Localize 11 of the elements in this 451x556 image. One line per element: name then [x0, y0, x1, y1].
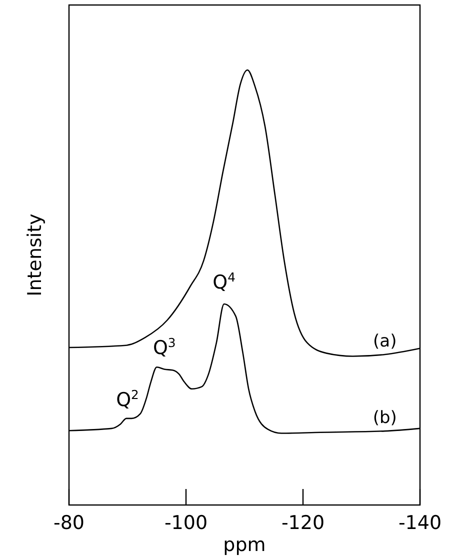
x-axis-title: ppm — [223, 534, 266, 556]
annotation: Q$^{4}$ — [212, 270, 236, 294]
x-tick-label: -140 — [398, 512, 442, 534]
annotation: Q$^{2}$ — [116, 388, 139, 411]
annotation: Q$^{3}$ — [152, 336, 176, 359]
y-axis-title: Intensity — [24, 214, 46, 296]
x-tick-label: -120 — [281, 512, 325, 534]
series-label: (b) — [372, 408, 397, 428]
x-tick-label: -80 — [53, 512, 85, 534]
series-label: (a) — [373, 331, 397, 352]
x-tick-label: -100 — [164, 512, 208, 534]
